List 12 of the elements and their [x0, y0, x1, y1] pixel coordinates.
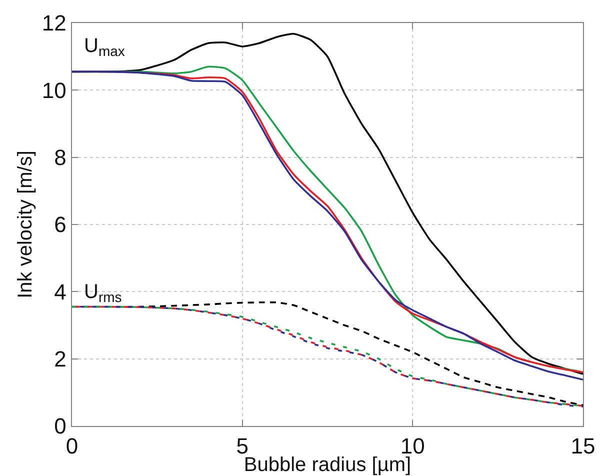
y-tick-label: 2	[54, 346, 66, 372]
y-tick-label: 0	[54, 414, 66, 439]
annotation: U$_{max}$	[84, 35, 125, 60]
y-tick-label: 8	[54, 145, 66, 170]
x-axis-title: Bubble radius [µm]	[244, 454, 412, 476]
y-tick-label: 10	[42, 78, 66, 103]
y-tick-label: 6	[54, 212, 66, 238]
y-tick-label: 12	[42, 10, 66, 36]
annotation: U$_{rms}$	[84, 281, 122, 306]
y-axis-title: Ink velocity [m/s]	[14, 150, 37, 298]
x-tick-label: 15	[570, 434, 596, 459]
y-tick-label: 4	[54, 279, 66, 304]
